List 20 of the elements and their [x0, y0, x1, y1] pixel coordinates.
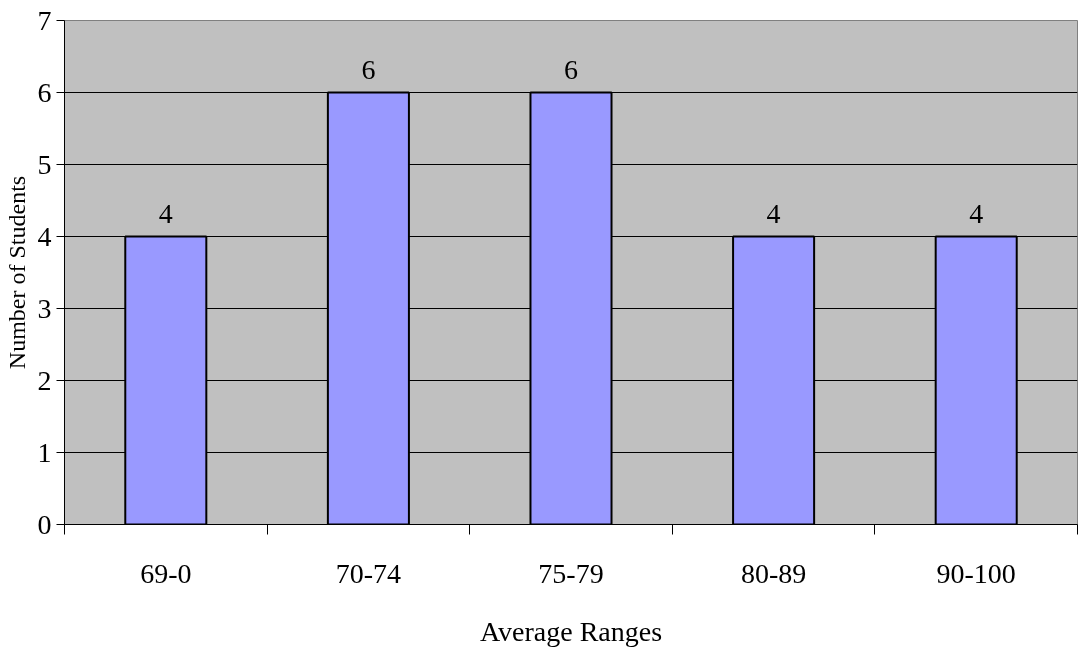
data-label: 6 — [361, 53, 376, 85]
y-tick-label: 0 — [37, 508, 52, 540]
y-tick-label: 5 — [37, 148, 52, 180]
y-axis-title: Number of Students — [3, 175, 30, 370]
y-tick-label: 3 — [37, 292, 52, 324]
data-label: 6 — [564, 53, 578, 85]
y-tick-label: 6 — [37, 76, 52, 108]
data-label: 4 — [969, 197, 984, 229]
x-tick-label: 70-74 — [335, 557, 402, 589]
data-label: 4 — [158, 197, 173, 229]
x-tick-label: 90-100 — [936, 557, 1016, 589]
data-label: 4 — [766, 197, 781, 229]
x-tick-label: 75-79 — [538, 557, 604, 589]
x-tick-label: 80-89 — [740, 557, 807, 589]
x-tick-label: 69-0 — [140, 557, 192, 589]
y-tick-label: 7 — [37, 4, 52, 36]
y-tick-label: 2 — [37, 364, 52, 396]
x-axis-title: Average Ranges — [479, 615, 663, 647]
y-tick-label: 4 — [37, 220, 52, 252]
y-tick-label: 1 — [37, 436, 52, 468]
